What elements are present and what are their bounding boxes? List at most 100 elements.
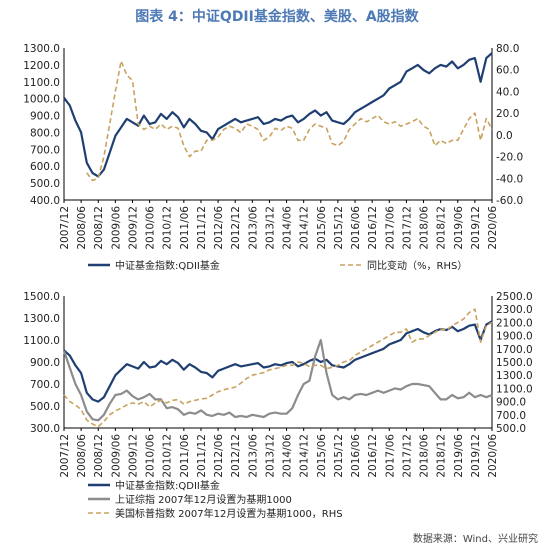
chart-2-legend-label-1: 上证综指 2007年12月设置为基期1000: [115, 493, 292, 506]
x-axis-tick-label: 2018/06: [419, 206, 431, 250]
data-source-note: 数据来源：Wind、兴业研究: [412, 534, 538, 545]
x-axis-tick-label: 2017/06: [384, 206, 396, 250]
left-axis-tick-label: 400.0: [30, 195, 60, 207]
x-axis-tick-label: 2016/06: [350, 206, 362, 250]
x-axis-tick-label: 2012/06: [213, 434, 225, 478]
chart-1-series-line-0: [63, 52, 493, 178]
x-axis-tick-label: 2013/12: [264, 434, 276, 478]
x-axis-tick-label: 2019/12: [470, 206, 482, 250]
x-axis-tick-label: 2016/12: [367, 206, 379, 250]
left-axis-tick-label: 1200.0: [23, 60, 60, 72]
x-axis-tick-label: 2013/06: [247, 434, 259, 478]
x-axis-tick-label: 2013/06: [247, 206, 259, 250]
x-axis-tick-label: 2018/12: [436, 206, 448, 250]
right-axis-tick-label: 1700.0: [496, 344, 533, 356]
x-axis-tick-label: 2011/06: [179, 434, 191, 478]
left-axis-tick-label: 500.0: [30, 178, 60, 190]
left-axis-tick-label: 1000.0: [23, 94, 60, 106]
x-axis-tick-label: 2010/12: [162, 434, 174, 478]
left-axis-tick-label: 500.0: [30, 401, 60, 413]
x-axis-tick-label: 2019/12: [470, 434, 482, 478]
right-axis-tick-label: 1900.0: [496, 331, 533, 343]
right-axis-tick-label: 40.0: [496, 86, 519, 98]
left-axis-tick-label: 1500.0: [23, 291, 60, 303]
x-axis-tick-label: 2018/12: [436, 434, 448, 478]
left-axis-tick-label: 300.0: [30, 423, 60, 435]
x-axis-tick-label: 2012/12: [230, 206, 242, 250]
x-axis-tick-label: 2019/06: [453, 434, 465, 478]
left-axis-tick-label: 900.0: [30, 111, 60, 123]
x-axis-tick-label: 2018/06: [419, 434, 431, 478]
x-axis-tick-label: 2014/06: [282, 206, 294, 250]
chart-2-legend-label-2: 美国标普指数 2007年12月设置为基期1000，RHS: [115, 507, 343, 520]
right-axis-tick-label: 900.0: [496, 397, 526, 409]
x-axis-tick-label: 2007/12: [59, 434, 71, 478]
chart-2-series-line-0: [63, 320, 493, 403]
x-axis-tick-label: 2009/06: [110, 206, 122, 250]
right-axis-tick-label: 60.0: [496, 65, 519, 77]
chart-1-series-line-1: [86, 60, 493, 182]
right-axis-tick-label: 2100.0: [496, 317, 533, 329]
x-axis-tick-label: 2011/12: [196, 434, 208, 478]
right-axis-tick-label: 700.0: [496, 410, 526, 422]
x-axis-tick-label: 2017/12: [401, 206, 413, 250]
x-axis-tick-label: 2014/06: [282, 434, 294, 478]
x-axis-tick-label: 2015/06: [316, 206, 328, 250]
x-axis-tick-label: 2020/06: [487, 434, 499, 478]
x-axis-tick-label: 2020/06: [487, 206, 499, 250]
x-axis-tick-label: 2008/06: [76, 434, 88, 478]
x-axis-tick-label: 2010/12: [162, 206, 174, 250]
left-axis-tick-label: 1300.0: [23, 313, 60, 325]
chart-2-series-line-1: [62, 338, 493, 422]
x-axis-tick-label: 2016/12: [367, 434, 379, 478]
left-axis-tick-label: 900.0: [30, 357, 60, 369]
x-axis-tick-label: 2009/06: [110, 434, 122, 478]
right-axis-tick-label: 1300.0: [496, 370, 533, 382]
right-axis-tick-label: -40.0: [496, 173, 523, 185]
x-axis-tick-label: 2010/06: [145, 434, 157, 478]
x-axis-tick-label: 2010/06: [145, 206, 157, 250]
x-axis-tick-label: 2015/12: [333, 206, 345, 250]
x-axis-tick-label: 2014/12: [299, 206, 311, 250]
chart-title: 图表 4：中证QDII基金指数、美股、A股指数: [135, 9, 419, 25]
chart-1-legend-label-1: 同比变动（%，RHS）: [367, 259, 467, 272]
x-axis-tick-label: 2015/06: [316, 434, 328, 478]
left-axis-tick-label: 800.0: [30, 127, 60, 139]
chart-1-legend-label-0: 中证基金指数:QDII基金: [115, 259, 220, 272]
left-axis-tick-label: 1100.0: [23, 77, 60, 89]
right-axis-tick-label: -60.0: [496, 195, 523, 207]
x-axis-tick-label: 2017/06: [384, 434, 396, 478]
x-axis-tick-label: 2008/12: [93, 434, 105, 478]
right-axis-tick-label: 0.0: [496, 130, 513, 142]
right-axis-tick-label: 80.0: [496, 43, 519, 55]
right-axis-tick-label: 1100.0: [496, 383, 533, 395]
x-axis-tick-label: 2019/06: [453, 206, 465, 250]
left-axis-tick-label: 700.0: [30, 144, 60, 156]
x-axis-tick-label: 2008/06: [76, 206, 88, 250]
x-axis-tick-label: 2016/06: [350, 434, 362, 478]
x-axis-tick-label: 2015/12: [333, 434, 345, 478]
left-axis-tick-label: 1300.0: [23, 43, 60, 55]
x-axis-tick-label: 2007/12: [59, 206, 71, 250]
right-axis-tick-label: 20.0: [496, 108, 519, 120]
left-axis-tick-label: 700.0: [30, 379, 60, 391]
x-axis-tick-label: 2008/12: [93, 206, 105, 250]
left-axis-tick-label: 600.0: [30, 161, 60, 173]
left-axis-tick-label: 1100.0: [23, 335, 60, 347]
x-axis-tick-label: 2017/12: [401, 434, 413, 478]
x-axis-tick-label: 2012/12: [230, 434, 242, 478]
x-axis-tick-label: 2013/12: [264, 206, 276, 250]
right-axis-tick-label: 2300.0: [496, 304, 533, 316]
x-axis-tick-label: 2009/12: [127, 206, 139, 250]
right-axis-tick-label: 500.0: [496, 423, 526, 435]
x-axis-tick-label: 2012/06: [213, 206, 225, 250]
x-axis-tick-label: 2009/12: [127, 434, 139, 478]
right-axis-tick-label: 1500.0: [496, 357, 533, 369]
x-axis-tick-label: 2011/12: [196, 206, 208, 250]
x-axis-tick-label: 2014/12: [299, 434, 311, 478]
right-axis-tick-label: -20.0: [496, 152, 523, 164]
x-axis-tick-label: 2011/06: [179, 206, 191, 250]
chart-2-series-line-2: [63, 308, 493, 428]
right-axis-tick-label: 2500.0: [496, 291, 533, 303]
